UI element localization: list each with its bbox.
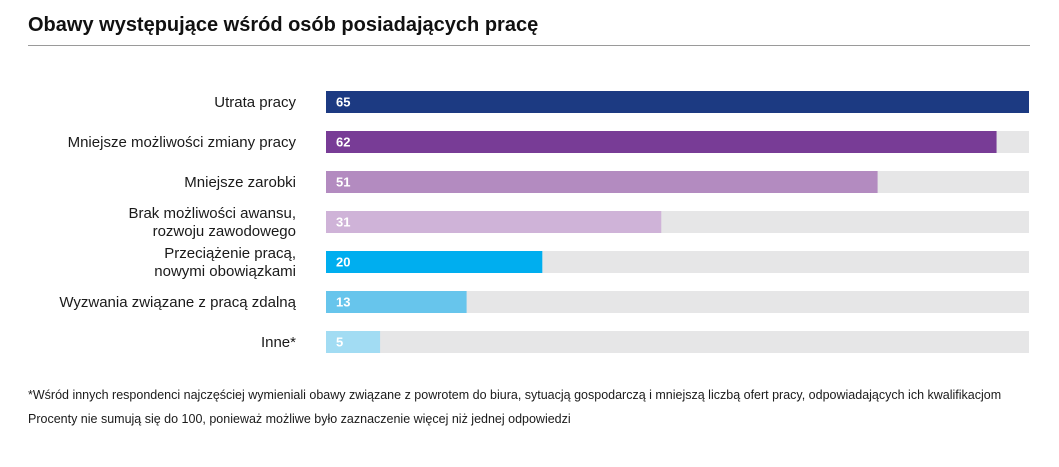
- bar: [326, 331, 381, 353]
- category-label: Wyzwania związane z pracą zdalną: [59, 294, 296, 311]
- bar: [326, 91, 1029, 113]
- category-label: Przeciążenie pracą,: [164, 245, 296, 262]
- category-label: Utrata pracy: [214, 94, 296, 111]
- category-label: nowymi obowiązkami: [154, 263, 296, 280]
- chart-notes: *Wśród innych respondenci najczęściej wy…: [28, 386, 1028, 428]
- value-label: 13: [336, 295, 350, 310]
- category-label: Inne*: [261, 334, 296, 351]
- value-label: 62: [336, 135, 350, 150]
- value-label: 5: [336, 335, 343, 350]
- source-note: Procenty nie sumują się do 100, ponieważ…: [28, 412, 571, 426]
- bar: [326, 251, 543, 273]
- bar: [326, 291, 467, 313]
- category-label: Mniejsze możliwości zmiany pracy: [68, 134, 297, 151]
- title-divider: [28, 45, 1030, 46]
- value-label: 20: [336, 255, 350, 270]
- bar: [326, 171, 878, 193]
- value-label: 31: [336, 215, 350, 230]
- category-label: Mniejsze zarobki: [184, 174, 296, 191]
- bar: [326, 211, 662, 233]
- footnote: *Wśród innych respondenci najczęściej wy…: [28, 388, 1002, 402]
- bar-track: [326, 291, 1029, 313]
- category-label: Brak możliwości awansu,: [128, 205, 296, 222]
- bar-track: [326, 331, 1029, 353]
- bar: [326, 131, 997, 153]
- bar-chart: 65 Utrata pracy 62 Mniejsze możliwości zmia…: [59, 91, 1029, 353]
- value-label: 65: [336, 95, 350, 110]
- chart-title: Obawy występujące wśród osób posiadający…: [28, 14, 539, 36]
- value-label: 51: [336, 175, 350, 190]
- category-label: rozwoju zawodowego: [153, 223, 296, 240]
